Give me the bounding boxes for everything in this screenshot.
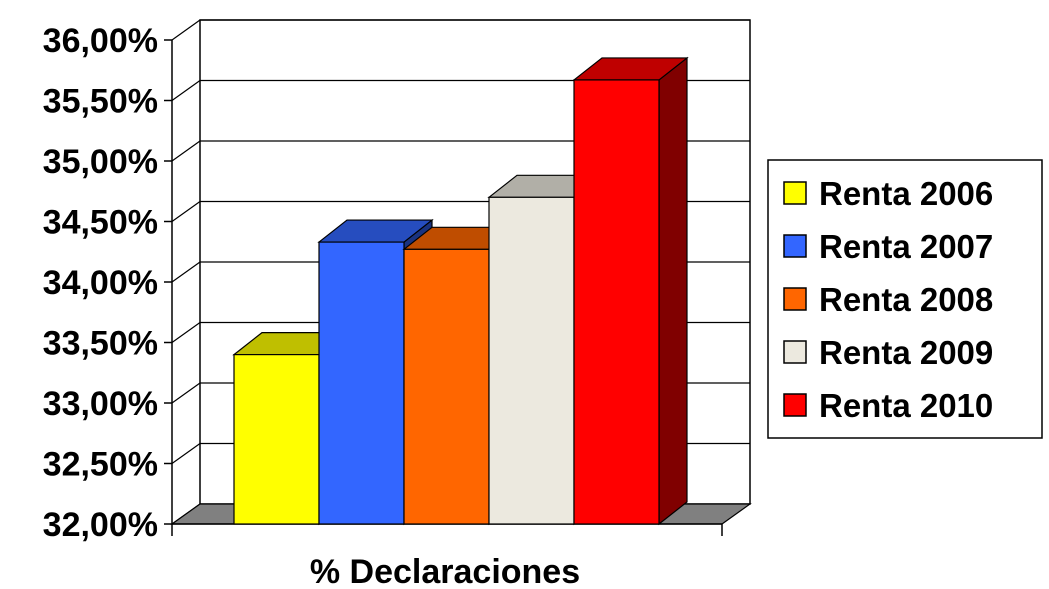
bar-renta-2010 bbox=[572, 56, 689, 526]
bar-front bbox=[318, 241, 405, 525]
side-wall-gridline bbox=[171, 322, 201, 343]
bar-front bbox=[573, 79, 660, 525]
side-wall-gridline bbox=[171, 19, 201, 41]
y-tick-label: 32,00% bbox=[43, 506, 158, 544]
legend-swatch bbox=[783, 340, 807, 364]
legend: Renta 2006 Renta 2007 Renta 2008 Renta 2009… bbox=[767, 159, 1043, 439]
bars bbox=[232, 56, 689, 526]
bar-front bbox=[488, 196, 575, 525]
side-wall-gridline bbox=[171, 261, 201, 283]
y-tick-label: 33,00% bbox=[43, 385, 158, 423]
legend-swatch bbox=[783, 287, 807, 311]
side-wall-gridline bbox=[171, 80, 201, 101]
legend-swatch bbox=[783, 181, 807, 205]
legend-label: Renta 2010 bbox=[819, 387, 993, 424]
legend-box bbox=[767, 159, 1043, 439]
bar-front bbox=[233, 354, 320, 525]
legend-label: Renta 2009 bbox=[819, 334, 993, 371]
side-wall-gridline bbox=[171, 140, 201, 162]
legend-swatch bbox=[783, 393, 807, 417]
y-tick-label: 35,50% bbox=[43, 83, 158, 121]
bar-side bbox=[658, 56, 688, 526]
y-tick-label: 34,00% bbox=[43, 264, 158, 302]
side-wall-gridline bbox=[171, 201, 201, 222]
legend-label: Renta 2006 bbox=[819, 175, 993, 212]
y-tick-label: 33,50% bbox=[43, 325, 158, 363]
bar-front bbox=[403, 248, 490, 525]
y-tick-label: 34,50% bbox=[43, 204, 158, 242]
x-axis-label: % Declaraciones bbox=[310, 553, 580, 589]
y-tick-label: 36,00% bbox=[43, 22, 158, 60]
legend-swatch bbox=[783, 234, 807, 258]
legend-label: Renta 2008 bbox=[819, 281, 993, 318]
legend-label: Renta 2007 bbox=[819, 228, 993, 265]
y-tick-labels: 32,00% 32,50% 33,00% 33,50% 34,00% 34,50% 35,0… bbox=[43, 22, 158, 544]
y-tick-label: 35,00% bbox=[43, 143, 158, 181]
side-wall-gridline bbox=[171, 382, 201, 404]
side-wall-gridline bbox=[171, 443, 201, 464]
y-tick-label: 32,50% bbox=[43, 446, 158, 484]
